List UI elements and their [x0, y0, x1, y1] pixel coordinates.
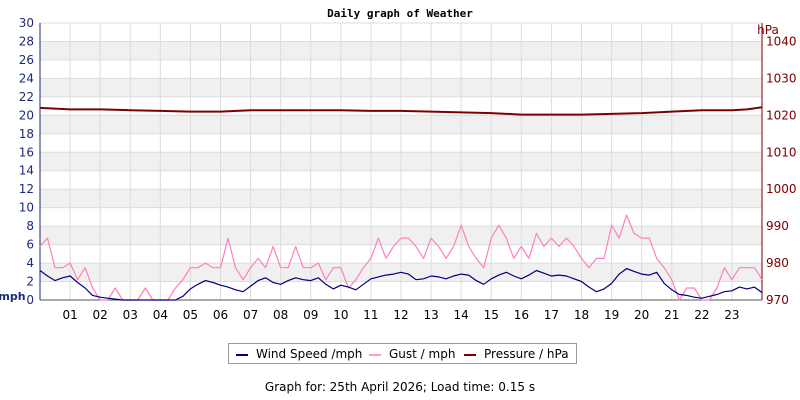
x-tick-label: 13 — [423, 308, 438, 322]
x-tick-label: 01 — [62, 308, 77, 322]
y-right-tick-label: 1040 — [766, 34, 797, 48]
y-left-tick-label: 16 — [19, 145, 34, 159]
x-tick-label: 03 — [123, 308, 138, 322]
legend-swatch-wind-speed — [236, 353, 248, 356]
y-left-tick-label: 26 — [19, 53, 34, 67]
y-left-tick-label: 8 — [26, 219, 34, 233]
x-tick-label: 09 — [303, 308, 318, 322]
y-right-tick-label: 1030 — [766, 71, 797, 85]
x-tick-label: 16 — [514, 308, 529, 322]
y-right-tick-label: 1000 — [766, 182, 797, 196]
y-left-tick-label: 30 — [19, 16, 34, 30]
legend-swatch-pressure — [464, 353, 476, 356]
legend: Wind Speed /mph Gust / mph Pressure / hP… — [228, 343, 577, 364]
y-left-tick-label: 10 — [19, 201, 34, 215]
x-tick-label: 19 — [604, 308, 619, 322]
footer-text: Graph for: 25th April 2026; Load time: 0… — [264, 380, 536, 394]
x-tick-label: 10 — [333, 308, 348, 322]
legend-item-pressure: Pressure / hPa — [464, 347, 569, 361]
y-left-tick-label: 0 — [26, 293, 34, 307]
y-right-tick-label: 970 — [766, 293, 789, 307]
y-left-tick-label: 12 — [19, 182, 34, 196]
x-tick-label: 21 — [664, 308, 679, 322]
y-left-tick-label: 6 — [26, 238, 34, 252]
right-axis-unit-label: hPa — [757, 23, 779, 37]
legend-label-wind-speed: Wind Speed /mph — [256, 347, 363, 361]
left-axis-unit-label: mph — [0, 290, 26, 303]
right-axis-ticks: 970 980 990 1000 1010 1020 1030 1040 — [766, 34, 797, 307]
series-wind-speed — [39, 268, 763, 301]
legend-label-gust: Gust / mph — [389, 347, 456, 361]
x-tick-label: 08 — [273, 308, 288, 322]
series-group — [39, 106, 763, 301]
y-right-tick-label: 990 — [766, 219, 789, 233]
x-tick-label: 06 — [213, 308, 228, 322]
x-tick-label: 15 — [484, 308, 499, 322]
legend-swatch-gust — [369, 353, 381, 356]
y-left-tick-label: 4 — [26, 256, 34, 270]
series-pressure — [39, 106, 763, 116]
x-tick-label: 18 — [574, 308, 589, 322]
x-axis-ticks: 01 02 03 04 05 06 07 08 09 10 11 12 13 14 15 16 17 18 19 20… — [62, 308, 739, 322]
y-left-tick-label: 24 — [19, 71, 34, 85]
x-tick-label: 14 — [454, 308, 469, 322]
x-tick-label: 17 — [544, 308, 559, 322]
y-right-tick-label: 1020 — [766, 108, 797, 122]
legend-label-pressure: Pressure / hPa — [484, 347, 569, 361]
x-tick-label: 04 — [153, 308, 168, 322]
y-left-tick-label: 22 — [19, 90, 34, 104]
grid-lines — [39, 22, 763, 301]
legend-item-wind-speed: Wind Speed /mph — [236, 347, 362, 361]
x-tick-label: 20 — [634, 308, 649, 322]
legend-item-gust: Gust / mph — [369, 347, 455, 361]
x-tick-label: 22 — [694, 308, 709, 322]
y-left-tick-label: 18 — [19, 127, 34, 141]
y-left-tick-label: 14 — [19, 164, 34, 178]
y-left-tick-label: 28 — [19, 34, 34, 48]
y-left-tick-label: 20 — [19, 108, 34, 122]
x-tick-label: 23 — [724, 308, 739, 322]
y-left-tick-label: 2 — [26, 275, 34, 289]
x-tick-label: 12 — [393, 308, 408, 322]
x-tick-label: 11 — [363, 308, 378, 322]
y-right-tick-label: 1010 — [766, 145, 797, 159]
x-tick-label: 05 — [183, 308, 198, 322]
x-tick-label: 02 — [93, 308, 108, 322]
chart-title: Daily graph of Weather — [327, 7, 473, 20]
y-right-tick-label: 980 — [766, 256, 789, 270]
x-tick-label: 07 — [243, 308, 258, 322]
